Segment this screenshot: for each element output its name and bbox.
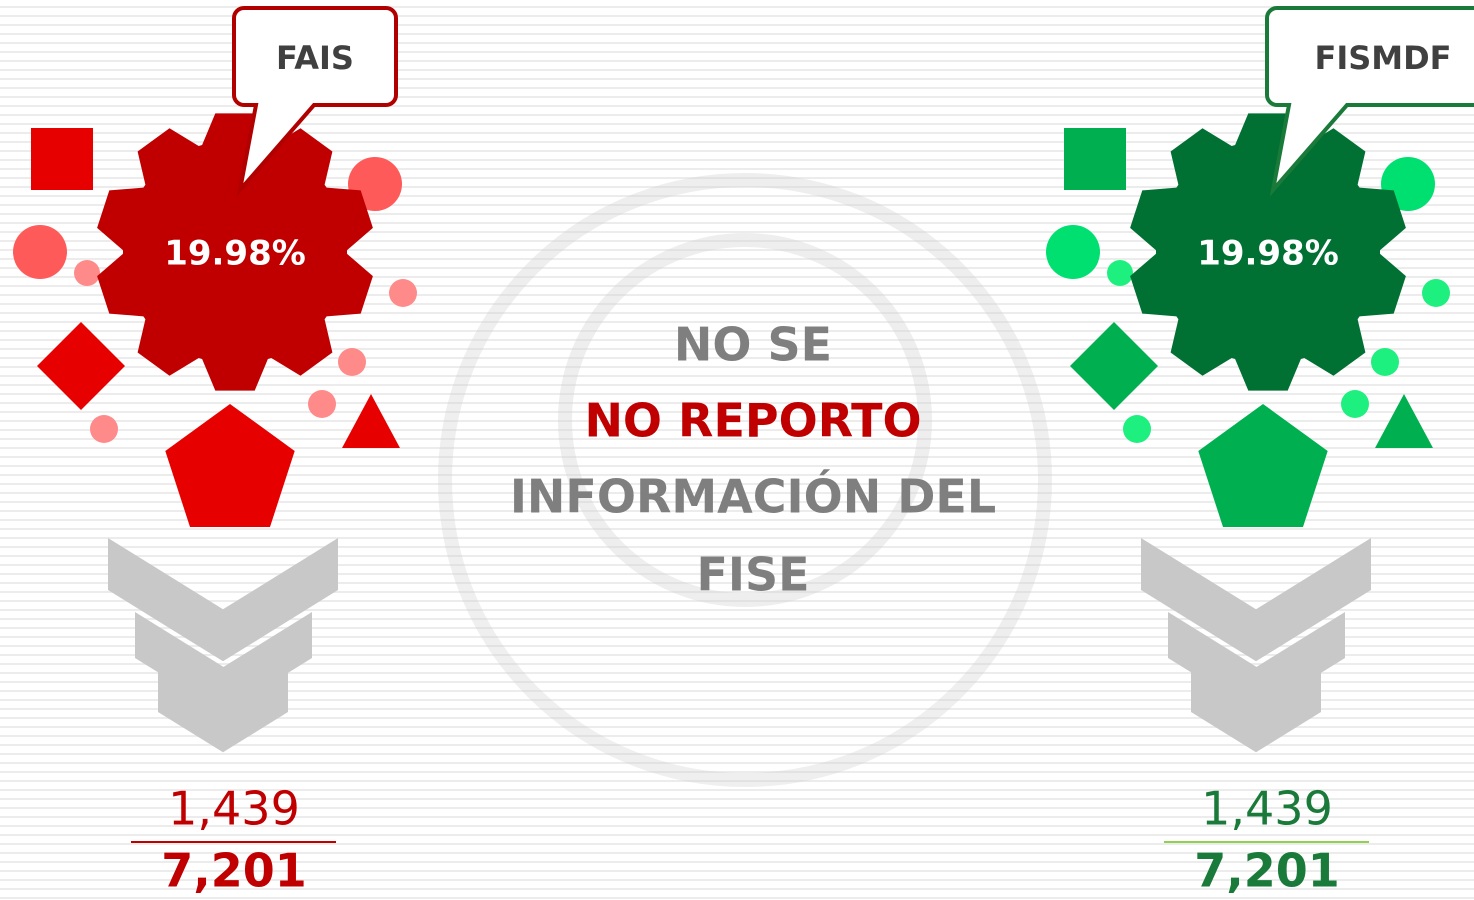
dot: [389, 279, 417, 307]
dot: [308, 390, 336, 418]
message-line: NO SE: [674, 318, 832, 372]
message-line: NO REPORTO: [584, 394, 921, 448]
dot: [1341, 390, 1369, 418]
dot: [338, 348, 366, 376]
dot: [1371, 348, 1399, 376]
percent: 19.98%: [164, 234, 306, 274]
percent: 19.98%: [1197, 234, 1339, 274]
square: [31, 128, 93, 190]
infographic: 19.98% FAIS 1,439 7,201 19.98% FISMDF 1,439 7,2…: [0, 0, 1474, 900]
dot: [1107, 260, 1133, 286]
dot: [74, 260, 100, 286]
dot: [1123, 415, 1151, 443]
dot: [90, 415, 118, 443]
dot: [1046, 225, 1100, 279]
label: FAIS: [276, 39, 354, 77]
message-line: INFORMACIÓN DEL: [510, 470, 996, 524]
denominator: 7,201: [1194, 844, 1340, 898]
square: [1064, 128, 1126, 190]
dot: [1422, 279, 1450, 307]
dot: [13, 225, 67, 279]
denominator: 7,201: [161, 844, 307, 898]
numerator: 1,439: [1201, 782, 1333, 836]
message-line: FISE: [696, 548, 809, 602]
numerator: 1,439: [168, 782, 300, 836]
label: FISMDF: [1314, 39, 1451, 77]
